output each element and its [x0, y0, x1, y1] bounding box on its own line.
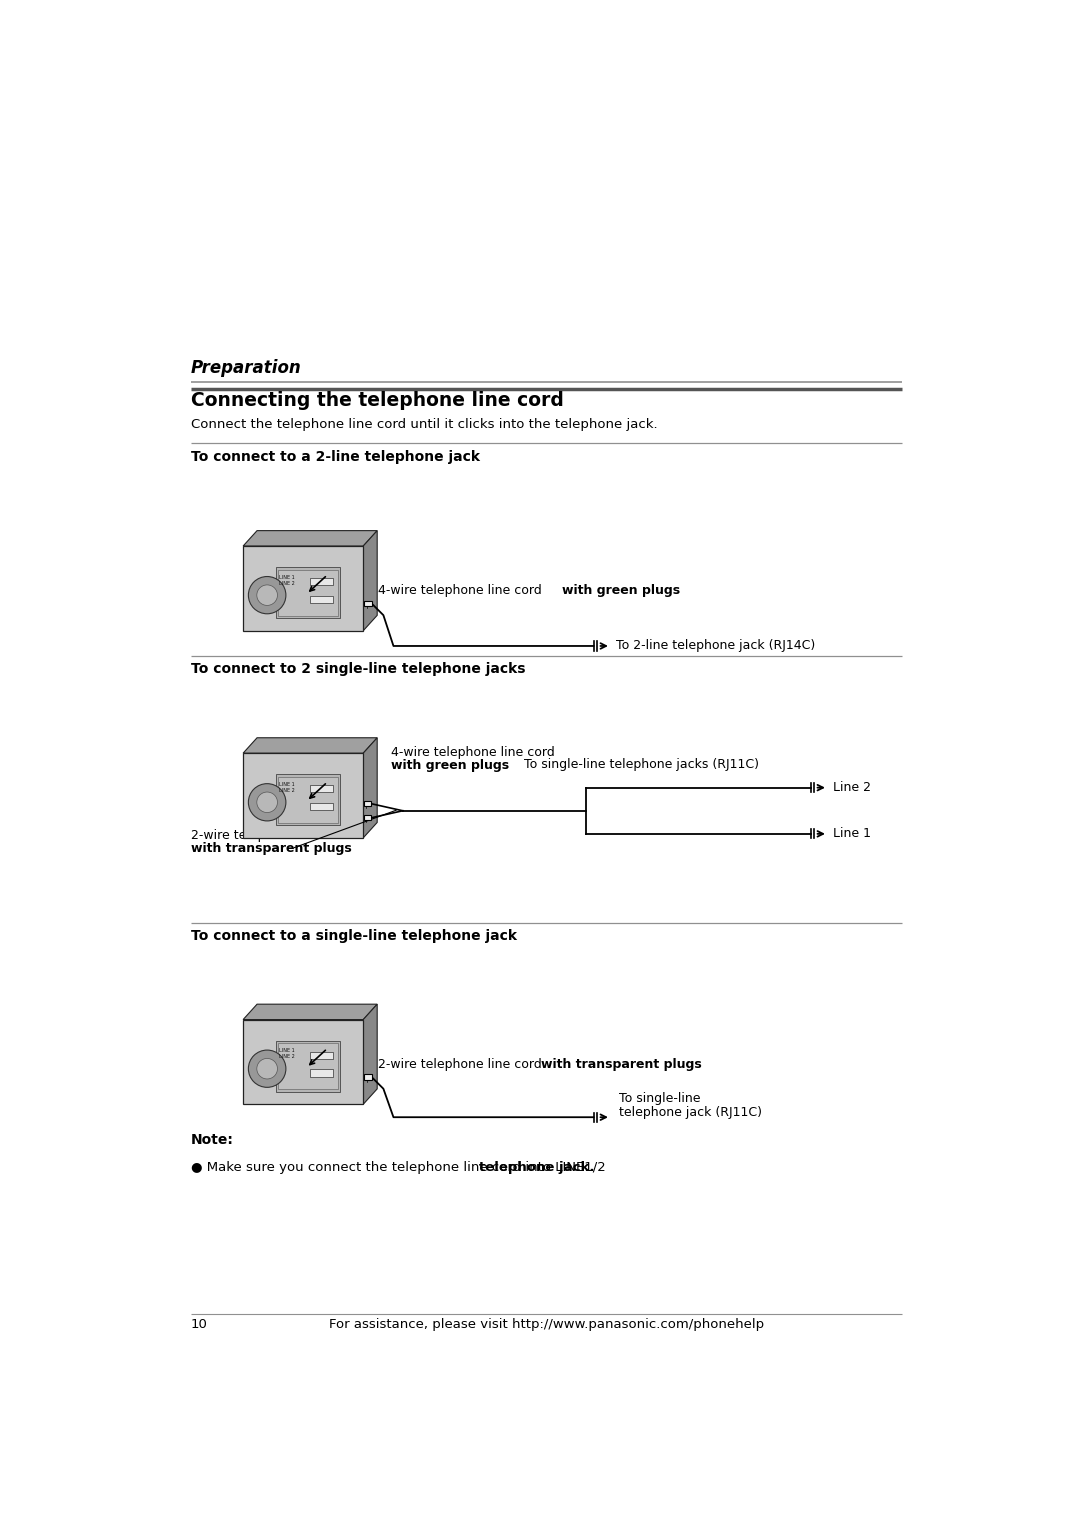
- Text: To connect to 2 single-line telephone jacks: To connect to 2 single-line telephone ja…: [191, 662, 525, 677]
- Polygon shape: [363, 530, 377, 631]
- Text: Connect the telephone line cord until it clicks into the telephone jack.: Connect the telephone line cord until it…: [191, 419, 658, 431]
- Polygon shape: [363, 738, 377, 837]
- Text: To single-line: To single-line: [619, 1093, 700, 1105]
- Text: To single-line telephone jacks (RJ11C): To single-line telephone jacks (RJ11C): [524, 758, 759, 770]
- Text: with green plugs: with green plugs: [391, 759, 510, 773]
- Text: LINE 1
LINE 2: LINE 1 LINE 2: [279, 575, 295, 585]
- Polygon shape: [278, 570, 338, 616]
- Polygon shape: [275, 567, 340, 617]
- FancyBboxPatch shape: [310, 1070, 333, 1077]
- Text: with green plugs: with green plugs: [563, 585, 680, 597]
- FancyBboxPatch shape: [310, 578, 333, 585]
- Text: Line 2: Line 2: [834, 781, 872, 795]
- Text: To connect to a 2-line telephone jack: To connect to a 2-line telephone jack: [191, 449, 480, 463]
- Text: For assistance, please visit http://www.panasonic.com/phonehelp: For assistance, please visit http://www.…: [329, 1317, 764, 1331]
- Text: telephone jack.: telephone jack.: [480, 1161, 595, 1174]
- Circle shape: [257, 792, 278, 813]
- Text: 2-wire telephone line cord: 2-wire telephone line cord: [191, 830, 354, 842]
- Polygon shape: [243, 545, 363, 631]
- Polygon shape: [275, 1041, 340, 1091]
- Text: with transparent plugs: with transparent plugs: [191, 842, 352, 854]
- FancyBboxPatch shape: [364, 801, 372, 807]
- Text: with transparent plugs: with transparent plugs: [541, 1057, 702, 1071]
- Circle shape: [248, 576, 286, 614]
- Text: 4-wire telephone line cord: 4-wire telephone line cord: [391, 746, 555, 758]
- Circle shape: [248, 784, 286, 821]
- Text: Connecting the telephone line cord: Connecting the telephone line cord: [191, 391, 564, 410]
- Circle shape: [248, 1050, 286, 1088]
- Text: LINE 1
LINE 2: LINE 1 LINE 2: [279, 782, 295, 793]
- FancyBboxPatch shape: [364, 816, 372, 821]
- Text: To 2-line telephone jack (RJ14C): To 2-line telephone jack (RJ14C): [617, 640, 815, 652]
- Polygon shape: [243, 530, 377, 545]
- FancyBboxPatch shape: [310, 804, 333, 810]
- Text: 10: 10: [191, 1317, 207, 1331]
- Text: Line 1: Line 1: [834, 827, 872, 840]
- Text: Note:: Note:: [191, 1132, 233, 1146]
- Polygon shape: [363, 1004, 377, 1105]
- Text: LINE 1
LINE 2: LINE 1 LINE 2: [279, 1048, 295, 1059]
- FancyBboxPatch shape: [310, 596, 333, 604]
- Polygon shape: [275, 775, 340, 825]
- FancyBboxPatch shape: [364, 1074, 372, 1080]
- FancyBboxPatch shape: [364, 601, 372, 607]
- FancyBboxPatch shape: [310, 785, 333, 793]
- Text: 2-wire telephone line cord: 2-wire telephone line cord: [378, 1057, 545, 1071]
- Circle shape: [257, 585, 278, 605]
- Polygon shape: [243, 753, 363, 837]
- Text: To connect to a single-line telephone jack: To connect to a single-line telephone ja…: [191, 929, 517, 943]
- Polygon shape: [243, 1019, 363, 1105]
- Text: Preparation: Preparation: [191, 359, 301, 377]
- Polygon shape: [243, 738, 377, 753]
- Polygon shape: [278, 776, 338, 824]
- Text: 4-wire telephone line cord: 4-wire telephone line cord: [378, 585, 545, 597]
- Text: ● Make sure you connect the telephone line cord into LINE1/2: ● Make sure you connect the telephone li…: [191, 1161, 610, 1174]
- Text: telephone jack (RJ11C): telephone jack (RJ11C): [619, 1106, 761, 1118]
- Circle shape: [257, 1059, 278, 1079]
- FancyBboxPatch shape: [310, 1051, 333, 1059]
- Polygon shape: [243, 1004, 377, 1019]
- Polygon shape: [278, 1044, 338, 1089]
